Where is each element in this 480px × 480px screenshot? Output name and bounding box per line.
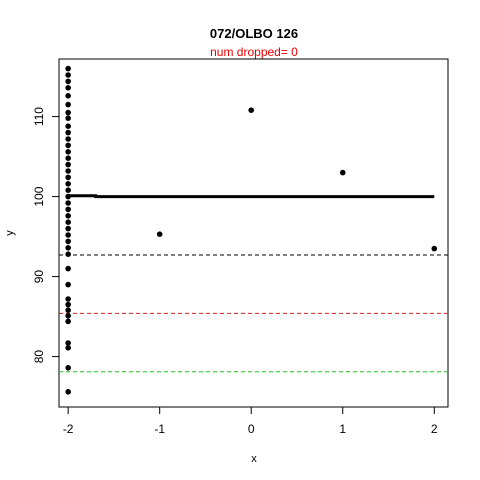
fit-line	[68, 194, 435, 199]
data-point	[65, 200, 71, 206]
data-point	[65, 307, 71, 314]
data-point	[65, 238, 71, 245]
data-point	[65, 301, 71, 308]
data-point	[65, 245, 71, 251]
data-point	[65, 155, 71, 161]
data-point	[65, 193, 71, 200]
data-point	[65, 345, 71, 351]
data-point	[156, 231, 163, 237]
y-tick-label: 80	[32, 350, 46, 364]
data-point	[65, 206, 71, 213]
data-point	[65, 101, 71, 108]
data-point	[65, 136, 71, 142]
data-point	[339, 169, 346, 176]
data-point	[65, 72, 71, 78]
x-tick-label: 0	[248, 422, 255, 436]
data-point	[431, 245, 438, 252]
data-point	[65, 281, 71, 288]
chart-subtitle: num dropped= 0	[210, 45, 298, 59]
data-points	[65, 65, 438, 395]
y-axis: 80 90 100 110	[32, 107, 60, 364]
data-point	[65, 225, 71, 232]
reference-lines	[59, 254, 448, 373]
data-point	[65, 181, 71, 187]
data-point	[65, 296, 71, 302]
data-point	[65, 340, 71, 346]
data-point	[65, 318, 71, 325]
data-point	[65, 365, 71, 371]
data-point	[65, 123, 71, 129]
data-point	[65, 65, 71, 72]
data-point	[65, 187, 71, 193]
data-point	[65, 174, 71, 181]
data-point	[65, 219, 71, 225]
data-point	[65, 161, 71, 168]
data-point	[65, 232, 71, 238]
data-point	[65, 109, 71, 116]
data-point	[65, 78, 71, 85]
y-tick-label: 90	[32, 270, 46, 284]
data-point	[65, 251, 71, 257]
data-point	[65, 129, 71, 136]
data-point	[65, 85, 71, 91]
y-tick-label: 100	[32, 186, 46, 206]
x-axis-title: x	[251, 453, 257, 465]
data-point	[65, 168, 71, 174]
y-tick-label: 110	[32, 107, 46, 126]
x-tick-label: -2	[63, 422, 74, 436]
data-point	[65, 389, 71, 395]
data-point	[65, 115, 71, 121]
chart-title: 072/OLBO 126	[210, 26, 298, 41]
data-point	[65, 142, 71, 149]
x-tick-label: 2	[431, 422, 438, 436]
data-point	[65, 313, 71, 319]
x-axis: -2 -1 0 1 2	[63, 406, 438, 436]
data-point	[248, 107, 255, 113]
data-point	[65, 149, 71, 155]
data-point	[65, 213, 71, 219]
x-tick-label: 1	[339, 422, 346, 436]
y-axis-title: y	[4, 230, 16, 236]
data-point	[65, 93, 71, 99]
data-point	[65, 265, 71, 272]
x-tick-label: -1	[154, 422, 165, 436]
fit-line-group	[68, 194, 435, 199]
